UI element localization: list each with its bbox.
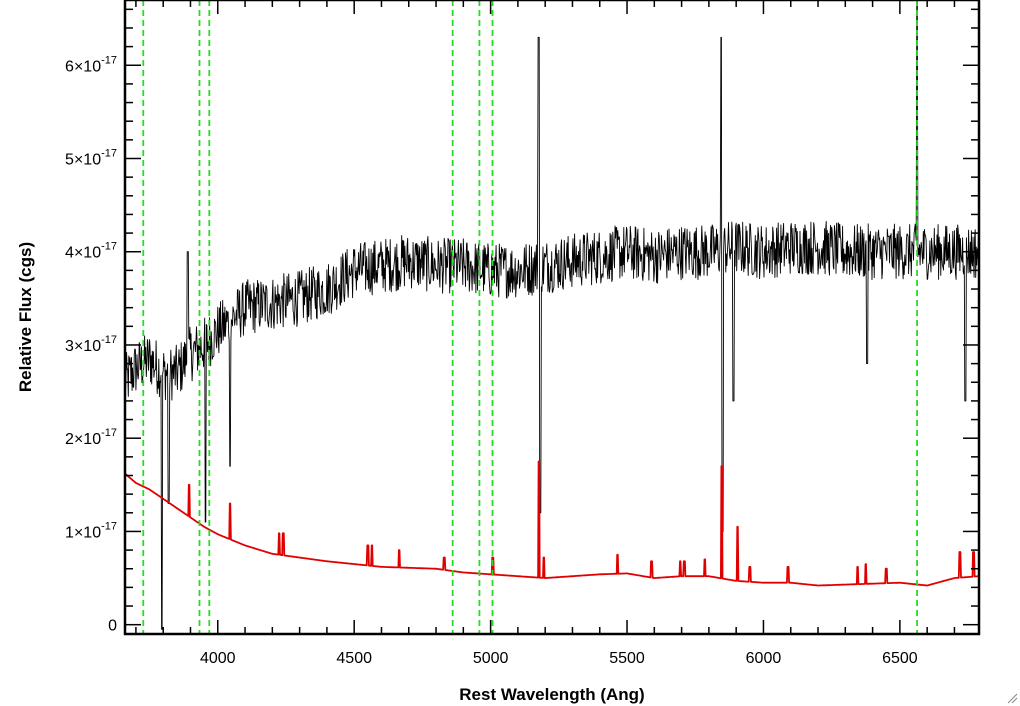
y-tick-label: 4×10-17 (65, 241, 117, 262)
y-tick-label: 6×10-17 (65, 54, 117, 75)
y-axis-title: Relative Flux (cgs) (16, 242, 35, 392)
x-tick-label: 4000 (200, 650, 236, 667)
plot-frame (123, 0, 981, 636)
series-line-2 (124, 460, 980, 587)
y-tick-label: 5×10-17 (65, 148, 117, 169)
y-tick-label: 0 (108, 618, 117, 635)
vertical-lines-layer (142, 0, 918, 634)
y-tick-label: 2×10-17 (65, 427, 117, 448)
x-tick-label: 5500 (609, 650, 645, 667)
x-tick-label: 6000 (746, 650, 782, 667)
series-line-1 (124, 0, 980, 630)
series-layer (124, 0, 980, 630)
y-tick-label: 3×10-17 (65, 334, 117, 355)
y-tick-label: 1×10-17 (65, 520, 117, 541)
x-tick-label: 6500 (882, 650, 918, 667)
tick-layer: 4000 4500 5000 5500 6000 6500 0 1×10-17 2×10-17 3… (65, 0, 979, 667)
x-tick-label: 5000 (473, 650, 509, 667)
x-tick-label: 4500 (336, 650, 372, 667)
resize-grip-icon[interactable] (1006, 692, 1018, 704)
x-axis-title: Rest Wavelength (Ang) (459, 685, 644, 704)
